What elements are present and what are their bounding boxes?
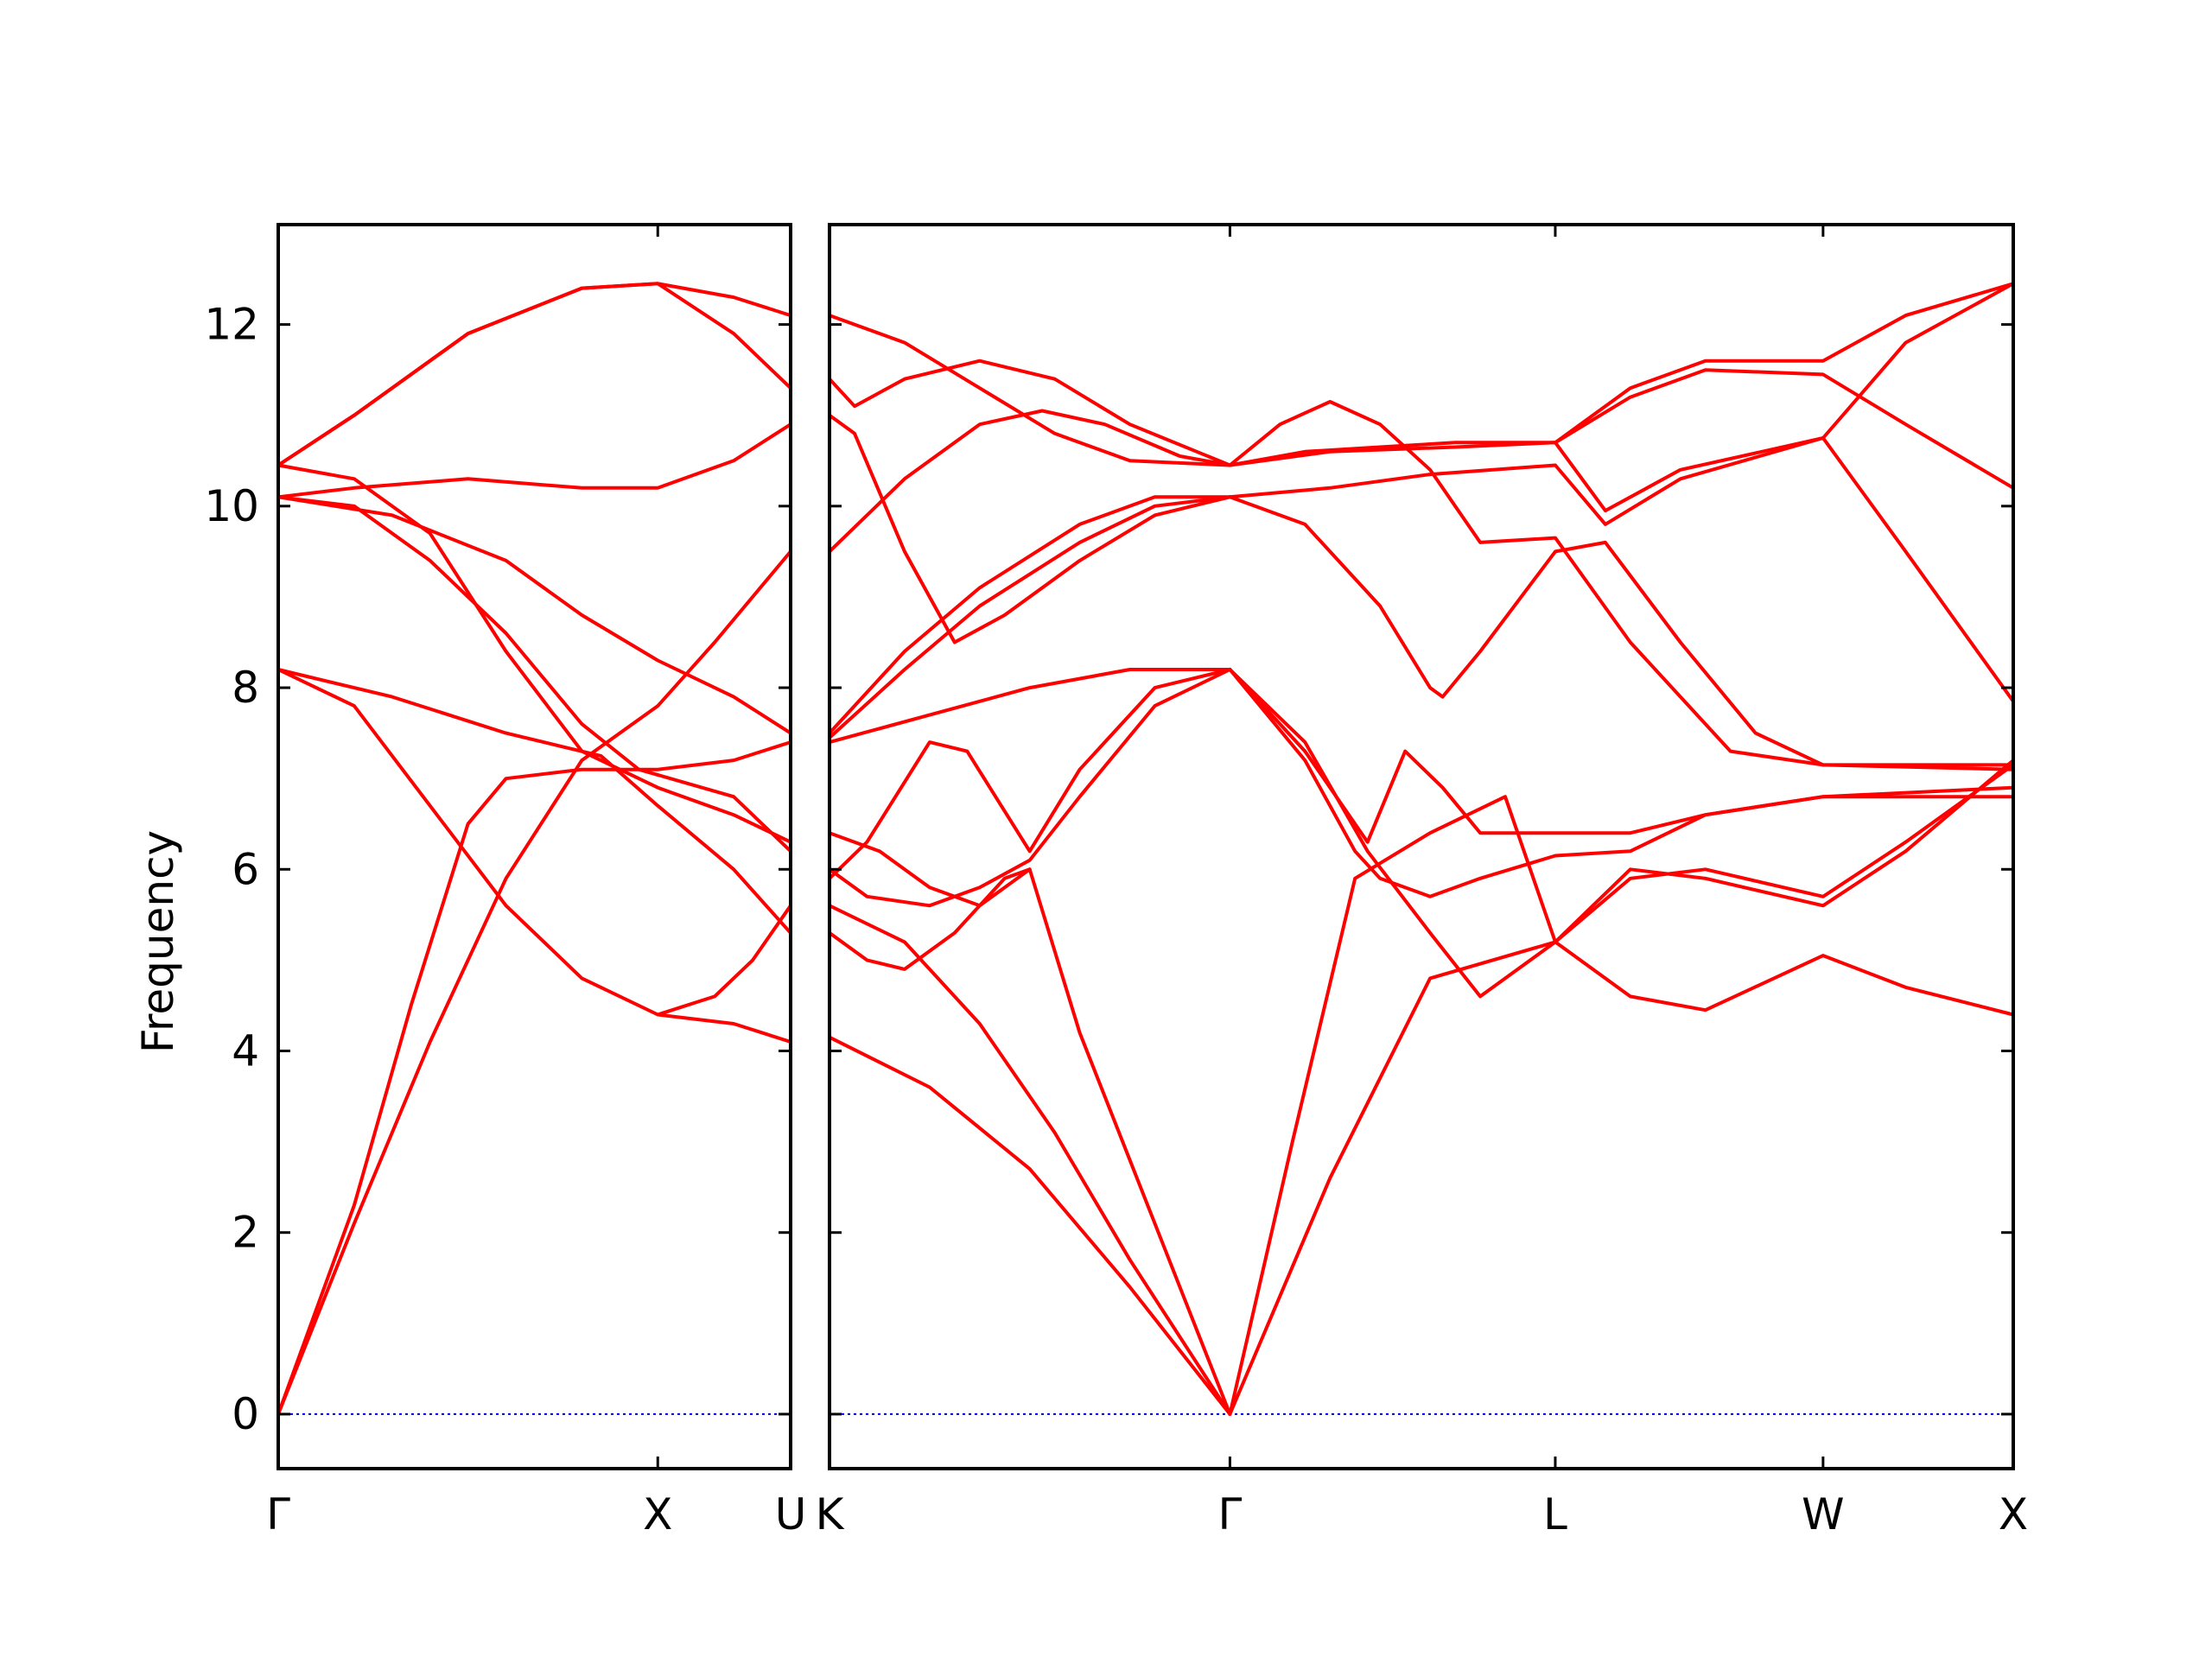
y-axis-label: Frequency [133,830,183,1053]
band-line-right-9 [828,409,1232,554]
x-tick-label: U [775,1489,807,1539]
panel-frame-left [276,223,792,1470]
band-line-right-8 [828,495,1232,739]
band-line-right-13 [1228,668,2015,898]
band-line-right-3 [828,668,1232,880]
band-line-right-7 [828,495,1232,735]
x-tick-label: K [816,1489,845,1539]
band-line-right-22 [1228,282,2015,513]
y-tick-label: 4 [232,1025,259,1076]
band-line-left-11 [656,904,792,1017]
band-line-right-15 [1228,668,2015,844]
band-line-left-0 [276,549,792,1416]
band-line-right-6 [828,668,1232,745]
band-line-right-11 [828,314,1232,467]
x-tick-label: L [1543,1489,1567,1539]
x-tick-label: X [643,1489,672,1539]
band-line-left-7 [276,282,792,467]
band-line-right-12 [828,413,1232,644]
band-line-left-9 [276,495,792,735]
band-line-right-16 [1228,795,2015,1416]
x-tick-label: Γ [266,1489,290,1539]
x-tick-label: Γ [1217,1489,1242,1539]
band-line-right-17 [1228,763,2015,1416]
band-line-right-1 [828,904,1232,1416]
band-line-right-20 [1228,436,2015,703]
band-line-right-4 [828,668,1232,908]
y-tick-label: 6 [232,844,259,894]
band-line-left-1 [276,740,792,1416]
band-line-left-5 [276,463,792,844]
panel-frame-right [828,223,2015,1470]
band-line-right-2 [828,867,1232,1416]
y-tick-label: 0 [232,1389,259,1439]
band-line-right-21 [1228,400,2015,771]
y-tick-label: 12 [204,300,259,350]
band-line-right-0 [828,1035,1232,1416]
band-line-right-19 [1228,368,2015,490]
x-tick-label: W [1802,1489,1844,1539]
band-line-right-18 [1228,495,2015,767]
x-tick-label: X [1999,1489,2028,1539]
band-line-right-10 [828,359,1232,467]
y-tick-label: 10 [204,481,259,531]
band-line-left-6 [276,422,792,499]
y-tick-label: 8 [232,663,259,713]
band-line-right-23 [1554,282,2015,445]
band-line-left-4 [276,495,792,854]
band-line-left-8 [276,282,792,467]
band-line-right-5 [828,831,1032,908]
band-line-left-2 [276,668,792,1044]
y-tick-label: 2 [232,1208,259,1258]
